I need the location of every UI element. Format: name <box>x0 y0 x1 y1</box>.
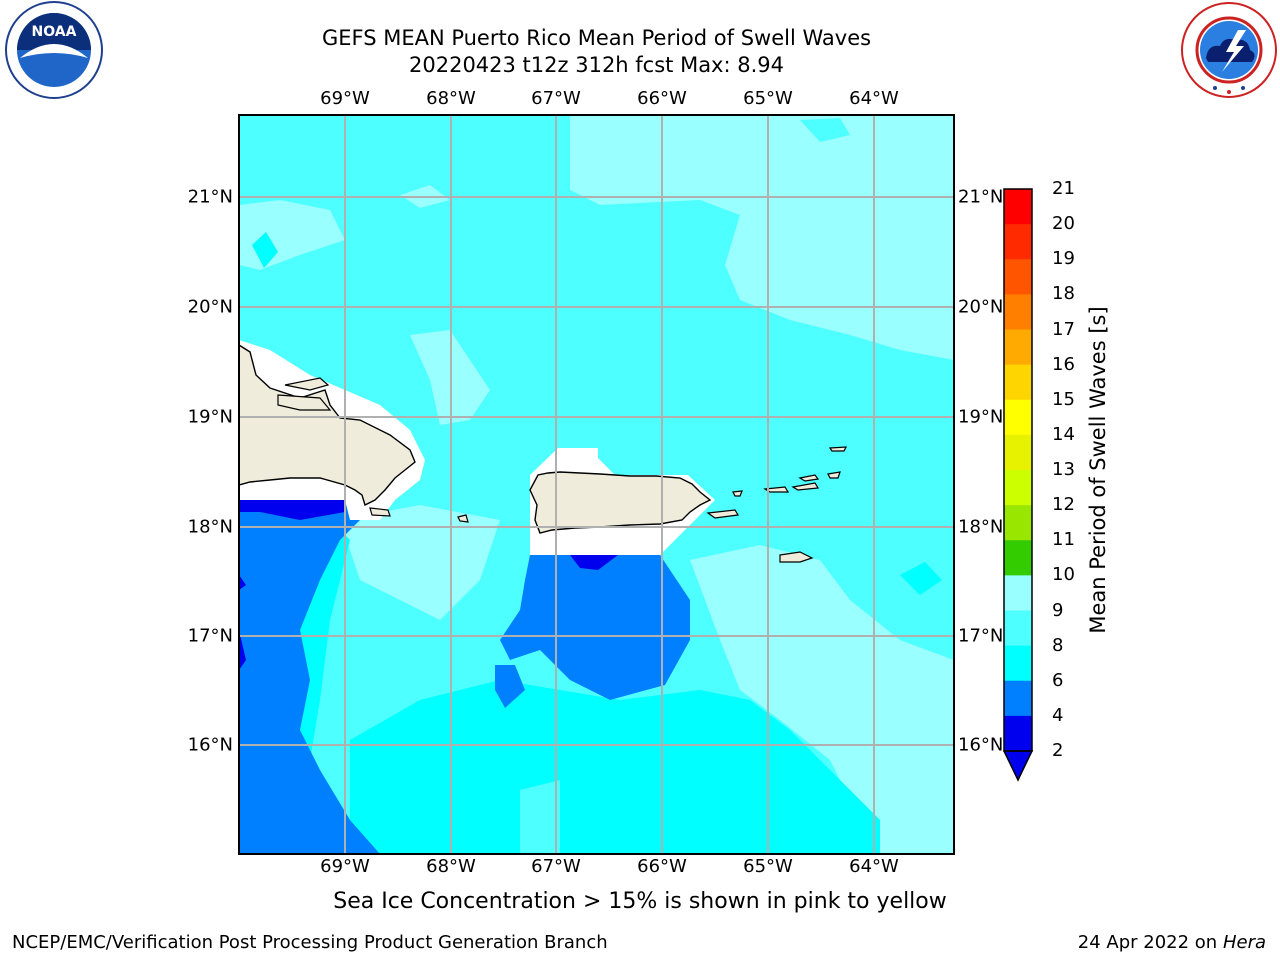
colorbar-tick-label: 14 <box>1052 423 1075 445</box>
colorbar-segment <box>1004 470 1032 506</box>
lat-tick-right: 17°N <box>958 625 1004 647</box>
colorbar-segment <box>1004 645 1032 682</box>
footer-credit: NCEP/EMC/Verification Post Processing Pr… <box>12 932 608 953</box>
colorbar-tick-label: 12 <box>1052 494 1075 516</box>
field-2-4-south-pr <box>500 555 690 700</box>
lat-tick-right: 18°N <box>958 516 1004 538</box>
field-below-2-north <box>239 500 345 520</box>
map-gridlines <box>239 115 954 854</box>
footer-host: Hera <box>1222 932 1266 953</box>
lon-tick-top: 64°W <box>849 88 899 109</box>
colorbar-segment <box>1004 189 1032 225</box>
colorbar-tick-label: 10 <box>1052 564 1075 586</box>
lat-tick-left: 18°N <box>187 516 233 538</box>
lat-tick-right: 20°N <box>958 296 1004 318</box>
colorbar-tick-label: 2 <box>1052 740 1064 761</box>
lat-tick-left: 19°N <box>187 406 233 428</box>
lat-tick-left: 16°N <box>187 734 233 756</box>
lon-tick-top: 66°W <box>637 88 687 109</box>
colorbar-tick-label: 13 <box>1052 459 1075 480</box>
colorbar-tick-label: 4 <box>1052 704 1064 726</box>
colorbar-tick-label: 21 <box>1052 178 1075 199</box>
colorbar-segment <box>1004 434 1032 471</box>
lat-tick-right: 16°N <box>958 734 1004 756</box>
colorbar-segment <box>1004 715 1032 752</box>
lat-tick-left: 21°N <box>187 186 233 208</box>
land-puerto-rico <box>529 471 712 534</box>
lat-tick-right: 19°N <box>958 406 1004 428</box>
lon-tick-top: 65°W <box>743 88 793 109</box>
noaa-logo-text: NOAA <box>32 24 77 40</box>
lat-tick-right: 21°N <box>958 186 1004 208</box>
field-8-9-south <box>340 505 500 620</box>
field-below-2-pr <box>570 555 618 570</box>
colorbar-segment <box>1004 575 1032 611</box>
lon-tick-bottom: 68°W <box>426 856 476 877</box>
colorbar-tick-label: 9 <box>1052 599 1064 621</box>
colorbar-segment <box>1004 680 1032 717</box>
colorbar-tick-label: 8 <box>1052 634 1064 656</box>
colorbar-tick-label: 18 <box>1052 283 1075 305</box>
map-frame <box>238 114 955 855</box>
lon-tick-bottom: 65°W <box>743 856 793 877</box>
field-4-6-south <box>350 680 880 854</box>
nws-logo <box>1181 2 1277 98</box>
colorbar-segment <box>1004 259 1032 295</box>
colorbar-segment <box>1004 540 1032 576</box>
colorbar-tick-label: 15 <box>1052 388 1075 410</box>
lat-tick-left: 20°N <box>187 296 233 318</box>
lon-tick-bottom: 66°W <box>637 856 687 877</box>
lon-tick-bottom: 67°W <box>531 856 581 877</box>
colorbar-segment <box>1004 294 1032 330</box>
lon-tick-top: 68°W <box>426 88 476 109</box>
sea-ice-note: Sea Ice Concentration > 15% is shown in … <box>333 889 947 914</box>
field-2-4-west <box>239 500 380 854</box>
colorbar-title: Mean Period of Swell Waves [s] <box>1086 306 1110 634</box>
footer-date-text: 24 Apr 2022 on <box>1077 932 1223 953</box>
colorbar-tick-label: 6 <box>1052 669 1064 691</box>
colorbar-extend-min <box>1002 750 1034 782</box>
colorbar-segment <box>1004 364 1032 401</box>
footer-date: 24 Apr 2022 on Hera <box>1078 932 1266 953</box>
lon-tick-bottom: 64°W <box>849 856 899 877</box>
colorbar-tick-label: 16 <box>1052 353 1075 375</box>
lon-tick-top: 69°W <box>320 88 370 109</box>
colorbar-segment <box>1004 610 1032 647</box>
lat-tick-left: 17°N <box>187 625 233 647</box>
lon-tick-bottom: 69°W <box>320 856 370 877</box>
colorbar <box>1002 188 1034 782</box>
colorbar-tick-label: 20 <box>1052 213 1075 235</box>
chart-subtitle: 20220423 t12z 312h fcst Max: 8.94 <box>409 53 784 77</box>
colorbar-tick-label: 11 <box>1052 529 1075 551</box>
colorbar-segment <box>1004 329 1032 366</box>
colorbar-segment <box>1004 399 1032 436</box>
colorbar-segment <box>1004 505 1032 541</box>
chart-title: GEFS MEAN Puerto Rico Mean Period of Swe… <box>321 26 872 50</box>
field-8-9-northeast <box>570 115 954 360</box>
colorbar-segment <box>1004 224 1032 260</box>
noaa-logo: NOAA <box>5 1 103 99</box>
lon-tick-top: 67°W <box>531 88 581 109</box>
colorbar-tick-label: 19 <box>1052 248 1075 270</box>
colorbar-tick-label: 17 <box>1052 318 1075 340</box>
field-8-9-southeast <box>690 545 954 854</box>
